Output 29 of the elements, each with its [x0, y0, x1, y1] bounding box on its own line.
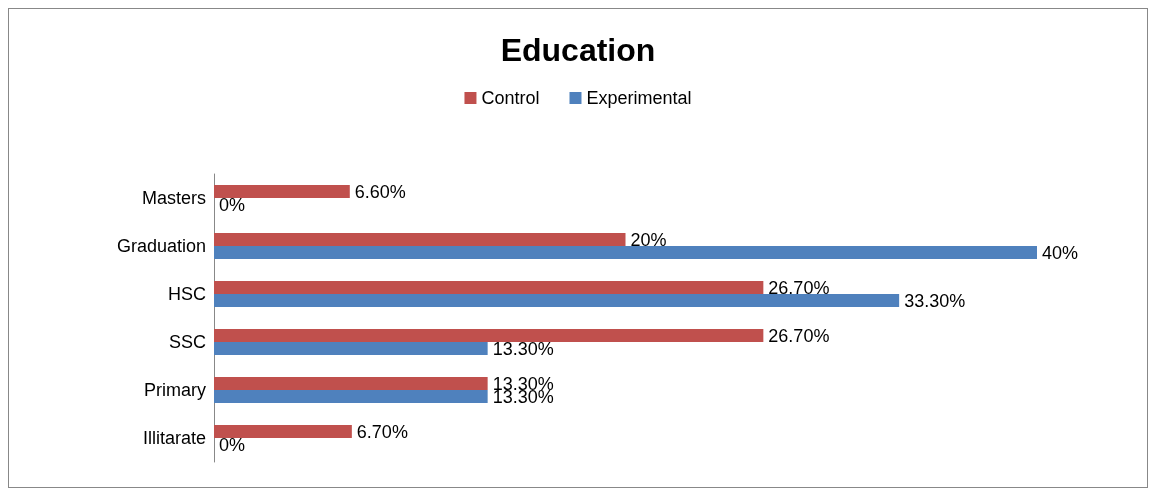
data-label: 0% [219, 194, 246, 215]
bar [214, 185, 350, 198]
bar [214, 425, 352, 438]
data-label: 26.70% [768, 325, 830, 346]
bar [214, 342, 488, 355]
data-label: 13.30% [492, 338, 554, 359]
legend-label: Experimental [586, 88, 692, 108]
y-tick-label: Primary [144, 380, 206, 400]
y-tick-label: HSC [167, 284, 206, 304]
bar [214, 390, 488, 403]
bar [214, 246, 1037, 259]
data-label: 20% [630, 229, 667, 250]
bar [214, 281, 764, 294]
legend-label: Control [481, 88, 540, 108]
y-tick-label: SSC [168, 332, 206, 352]
data-label: 0% [219, 434, 246, 455]
bar [214, 329, 764, 342]
data-label: 26.70% [768, 277, 830, 298]
data-label: 33.30% [904, 290, 966, 311]
bar [214, 294, 900, 307]
data-label: 40% [1042, 242, 1079, 263]
data-label: 6.60% [354, 181, 406, 202]
bar [214, 233, 626, 246]
y-tick-label: Masters [141, 188, 206, 208]
y-tick-label: Illitarate [142, 428, 206, 448]
bar [214, 377, 488, 390]
chart-title: Education [500, 32, 656, 68]
y-tick-label: Graduation [116, 236, 206, 256]
data-label: 6.70% [356, 421, 408, 442]
